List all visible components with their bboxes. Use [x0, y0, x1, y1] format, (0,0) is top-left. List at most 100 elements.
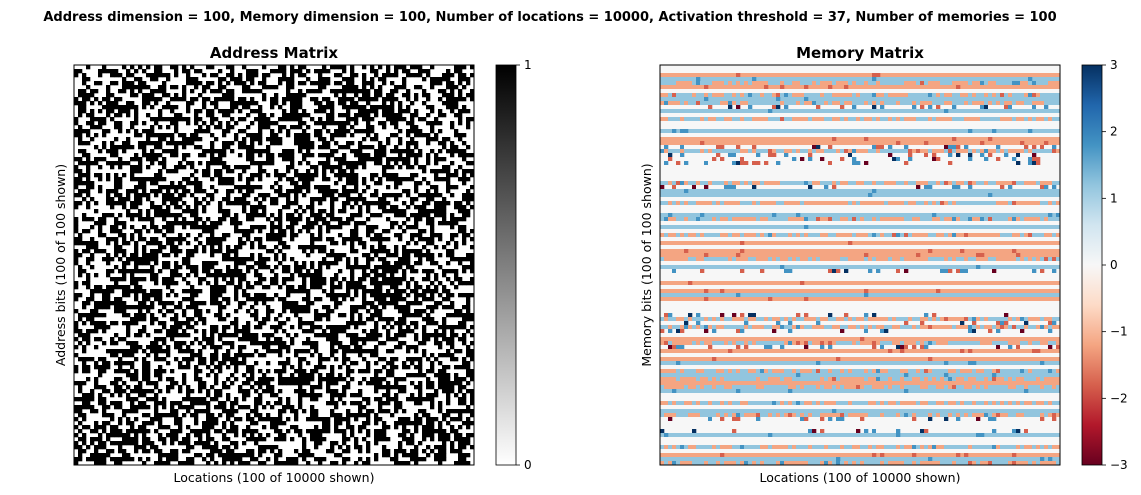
address-cell — [126, 457, 131, 462]
address-cell — [278, 369, 283, 374]
address-cell — [370, 237, 375, 242]
address-cell — [258, 437, 263, 442]
address-cell — [238, 329, 243, 334]
address-cell — [282, 437, 287, 442]
address-cell — [298, 321, 303, 326]
address-cell — [418, 193, 423, 198]
address-cell — [398, 105, 403, 110]
address-cell — [242, 389, 247, 394]
address-cell — [138, 193, 143, 198]
address-cell — [374, 153, 379, 158]
address-cell — [362, 289, 367, 294]
address-cell — [398, 317, 403, 322]
address-cell — [358, 153, 363, 158]
address-cell — [166, 213, 171, 218]
address-cell — [322, 421, 327, 426]
address-cell — [134, 109, 139, 114]
address-cell — [134, 429, 139, 434]
address-cell — [270, 333, 275, 338]
address-cell — [94, 161, 99, 166]
address-cell — [122, 237, 127, 242]
address-cell — [358, 353, 363, 358]
address-cell — [394, 421, 399, 426]
address-cell — [218, 121, 223, 126]
address-cell — [466, 313, 471, 318]
address-cell — [246, 233, 251, 238]
address-cell — [282, 69, 287, 74]
address-cell — [378, 141, 383, 146]
address-cell — [230, 341, 235, 346]
address-cell — [222, 141, 227, 146]
address-cell — [378, 245, 383, 250]
address-cell — [238, 73, 243, 78]
address-cell — [310, 153, 315, 158]
address-cell — [286, 293, 291, 298]
address-cell — [350, 249, 355, 254]
address-cell — [330, 237, 335, 242]
address-cell — [326, 141, 331, 146]
address-cell — [134, 257, 139, 262]
address-cell — [186, 73, 191, 78]
address-cell — [206, 389, 211, 394]
address-cell — [250, 385, 255, 390]
address-cell — [330, 297, 335, 302]
address-cell — [198, 313, 203, 318]
address-cell — [298, 121, 303, 126]
address-cell — [246, 89, 251, 94]
address-cell — [342, 253, 347, 258]
address-cell — [290, 181, 295, 186]
address-cell — [342, 93, 347, 98]
address-cell — [326, 417, 331, 422]
address-cell — [438, 361, 443, 366]
address-cell — [234, 325, 239, 330]
address-cell — [358, 237, 363, 242]
address-cell — [358, 349, 363, 354]
address-cell — [350, 169, 355, 174]
address-cell — [322, 377, 327, 382]
address-cell — [114, 253, 119, 258]
address-cell — [290, 77, 295, 82]
address-cell — [346, 165, 351, 170]
address-cell — [426, 137, 431, 142]
address-cell — [458, 201, 463, 206]
address-cell — [298, 149, 303, 154]
address-cell — [322, 217, 327, 222]
address-cell — [246, 381, 251, 386]
address-cell — [230, 101, 235, 106]
address-cell — [226, 181, 231, 186]
address-cell — [278, 81, 283, 86]
address-cell — [154, 133, 159, 138]
address-cell — [170, 301, 175, 306]
address-cell — [78, 389, 83, 394]
address-cell — [234, 77, 239, 82]
address-cell — [230, 457, 235, 462]
address-cell — [334, 297, 339, 302]
address-cell — [346, 289, 351, 294]
address-cell — [246, 429, 251, 434]
address-cell — [130, 405, 135, 410]
address-cell — [258, 225, 263, 230]
address-cell — [310, 213, 315, 218]
address-cell — [258, 293, 263, 298]
address-cell — [254, 297, 259, 302]
address-cell — [218, 157, 223, 162]
address-cell — [422, 101, 427, 106]
address-cell — [462, 321, 467, 326]
address-cell — [374, 181, 379, 186]
address-cell — [318, 89, 323, 94]
address-cell — [226, 121, 231, 126]
address-cell — [442, 373, 447, 378]
address-cell — [162, 197, 167, 202]
address-cell — [402, 365, 407, 370]
address-cell — [222, 405, 227, 410]
address-cell — [306, 161, 311, 166]
address-cell — [314, 433, 319, 438]
address-cell — [182, 165, 187, 170]
address-cell — [170, 309, 175, 314]
address-cell — [406, 241, 411, 246]
address-cell — [102, 133, 107, 138]
address-cell — [390, 105, 395, 110]
address-cell — [130, 281, 135, 286]
address-cell — [346, 373, 351, 378]
address-cell — [290, 109, 295, 114]
